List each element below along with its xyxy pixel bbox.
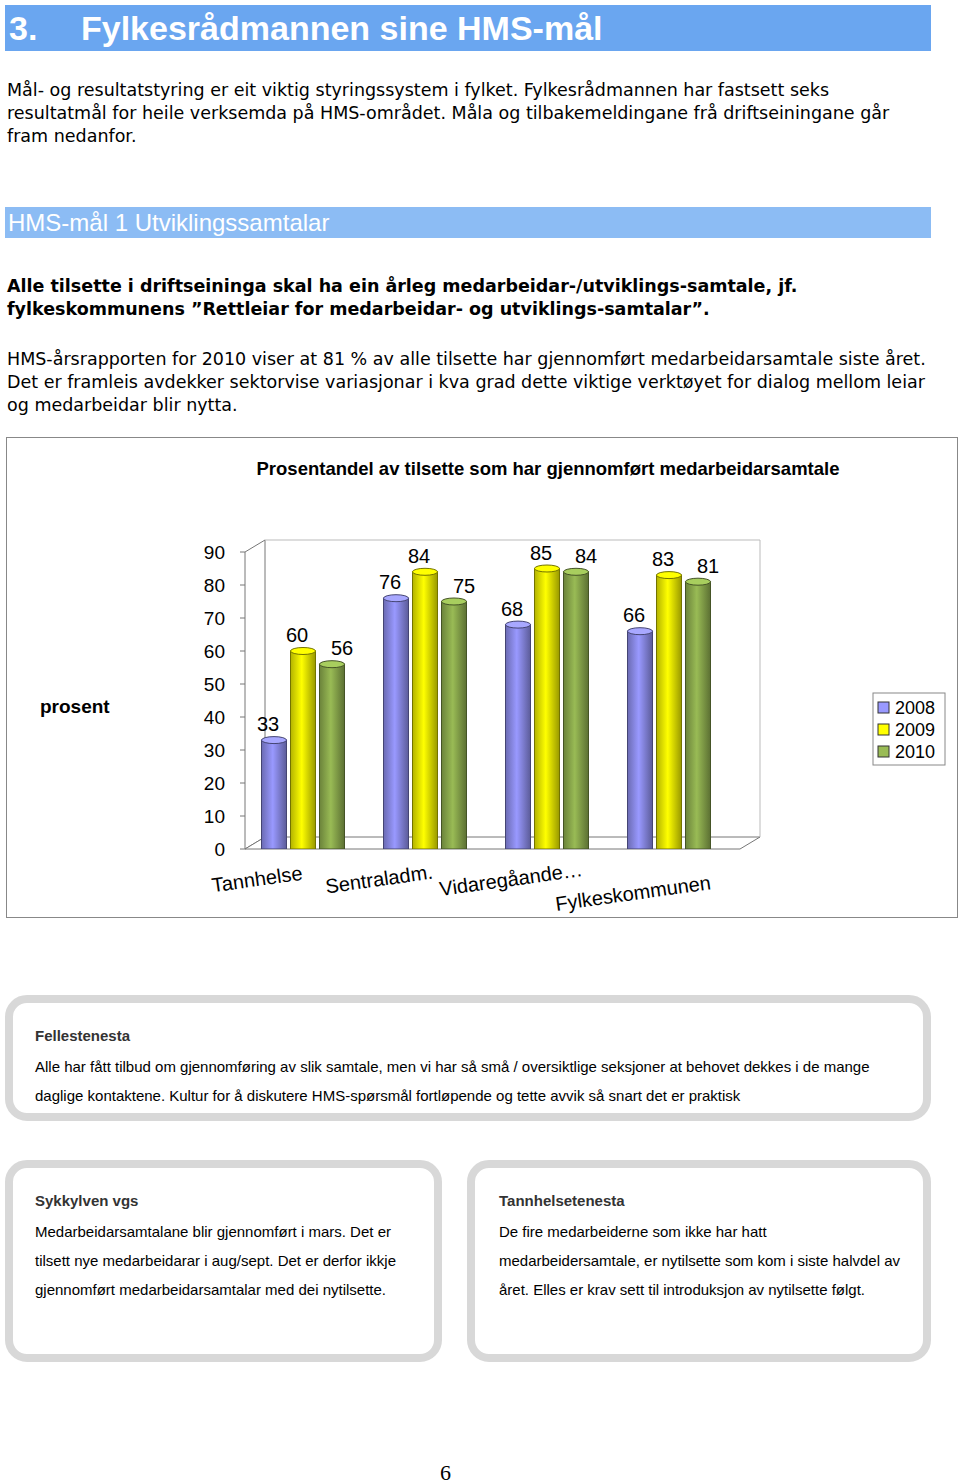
y-tick-label: 60 — [204, 641, 225, 662]
bar — [262, 740, 287, 849]
y-tick-label: 30 — [204, 740, 225, 761]
data-label: 68 — [501, 598, 523, 620]
note-title: Sykkylven vgs — [35, 1192, 414, 1209]
x-tick-label: Sentraladm. — [324, 861, 434, 898]
labels: 33 76 68 66 60 84 85 83 56 75 84 81 — [257, 542, 719, 736]
note-text: De fire medarbeiderne som ikke har hatt … — [499, 1217, 903, 1304]
y-axis-label: prosent — [40, 696, 110, 717]
chart: Prosentandel av tilsette som har gjennom… — [6, 437, 958, 919]
bar-top — [413, 568, 438, 575]
chart-frame — [7, 438, 958, 918]
bar-top — [628, 628, 653, 635]
bar-top — [657, 572, 682, 579]
bar — [628, 631, 653, 849]
x-tick-label: Tannhelse — [210, 862, 303, 896]
y-tick — [240, 717, 245, 718]
legend-box — [873, 693, 945, 765]
bar — [506, 625, 531, 849]
y-tick-label: 0 — [214, 839, 225, 860]
data-label: 56 — [331, 637, 353, 659]
y-tick-label: 80 — [204, 575, 225, 596]
y-tick — [240, 750, 245, 751]
note-box: Fellestenesta Alle har fått tilbud om gje… — [5, 995, 931, 1121]
y-tick — [240, 684, 245, 685]
intro: Mål- og resultatstyring er eit viktig st… — [7, 79, 932, 148]
section-title: HMS-mål 1 Utviklingssamtalar — [8, 209, 329, 236]
section-text: HMS-årsrapporten for 2010 viser at 81 % … — [7, 348, 932, 417]
bar — [535, 569, 560, 850]
data-label: 76 — [379, 571, 401, 593]
bar — [320, 664, 345, 849]
page-number: 6 — [440, 1460, 451, 1484]
note-title: Tannhelsetenesta — [499, 1192, 903, 1209]
data-label: 83 — [652, 548, 674, 570]
header-title: Fylkesrådmannen sine HMS-mål — [81, 9, 603, 47]
bars — [262, 565, 711, 849]
legend-label: 2008 — [895, 698, 935, 718]
y-tick-label: 40 — [204, 707, 225, 728]
legend-swatch — [878, 746, 889, 757]
y-tick — [240, 849, 245, 850]
data-label: 81 — [697, 555, 719, 577]
y-tick — [240, 651, 245, 652]
bar — [384, 598, 409, 849]
data-label: 84 — [408, 545, 430, 567]
bar-top — [686, 578, 711, 585]
note-title: Fellestenesta — [35, 1027, 903, 1044]
note-box: Sykkylven vgs Medarbeidarsamtalane blir g… — [5, 1160, 442, 1362]
bar — [413, 572, 438, 849]
data-label: 33 — [257, 713, 279, 735]
y-tick-label: 20 — [204, 773, 225, 794]
data-label: 85 — [530, 542, 552, 564]
note-text: Alle har fått tilbud om gjennomføring av… — [35, 1052, 903, 1110]
y-tick — [240, 816, 245, 817]
y-tick — [240, 585, 245, 586]
bar-top — [262, 737, 287, 744]
bar-top — [291, 648, 316, 655]
y-tick-label: 10 — [204, 806, 225, 827]
y-tick-label: 70 — [204, 608, 225, 629]
header-number: 3. — [9, 5, 81, 51]
bar-top — [506, 621, 531, 628]
note-text: Medarbeidarsamtalane blir gjennomført i … — [35, 1217, 414, 1304]
y-tick — [240, 618, 245, 619]
x-tick-label: Fylkeskommunen — [554, 871, 712, 915]
bar-top — [320, 661, 345, 668]
bar — [686, 582, 711, 849]
y-tick-label: 90 — [204, 542, 225, 563]
bar — [442, 602, 467, 850]
data-label: 75 — [453, 575, 475, 597]
header-bar: 3.Fylkesrådmannen sine HMS-mål — [5, 5, 931, 51]
section-goal: Alle tilsette i driftseininga skal ha ei… — [7, 275, 927, 321]
note-box: Tannhelsetenesta De fire medarbeiderne so… — [467, 1160, 931, 1362]
bar-top — [564, 568, 589, 575]
y-tick — [240, 552, 245, 553]
bar — [564, 572, 589, 849]
legend-label: 2010 — [895, 742, 935, 762]
y-tick — [240, 783, 245, 784]
y-tick-label: 50 — [204, 674, 225, 695]
bar — [657, 575, 682, 849]
data-label: 66 — [623, 604, 645, 626]
data-label: 60 — [286, 624, 308, 646]
legend-swatch — [878, 702, 889, 713]
bar — [291, 651, 316, 849]
bar-top — [535, 565, 560, 572]
chart-title: Prosentandel av tilsette som har gjennom… — [257, 458, 840, 479]
bar-top — [442, 598, 467, 605]
legend-swatch — [878, 724, 889, 735]
legend-label: 2009 — [895, 720, 935, 740]
bar-top — [384, 595, 409, 602]
section-bar: HMS-mål 1 Utviklingssamtalar — [5, 207, 931, 238]
data-label: 84 — [575, 545, 597, 567]
